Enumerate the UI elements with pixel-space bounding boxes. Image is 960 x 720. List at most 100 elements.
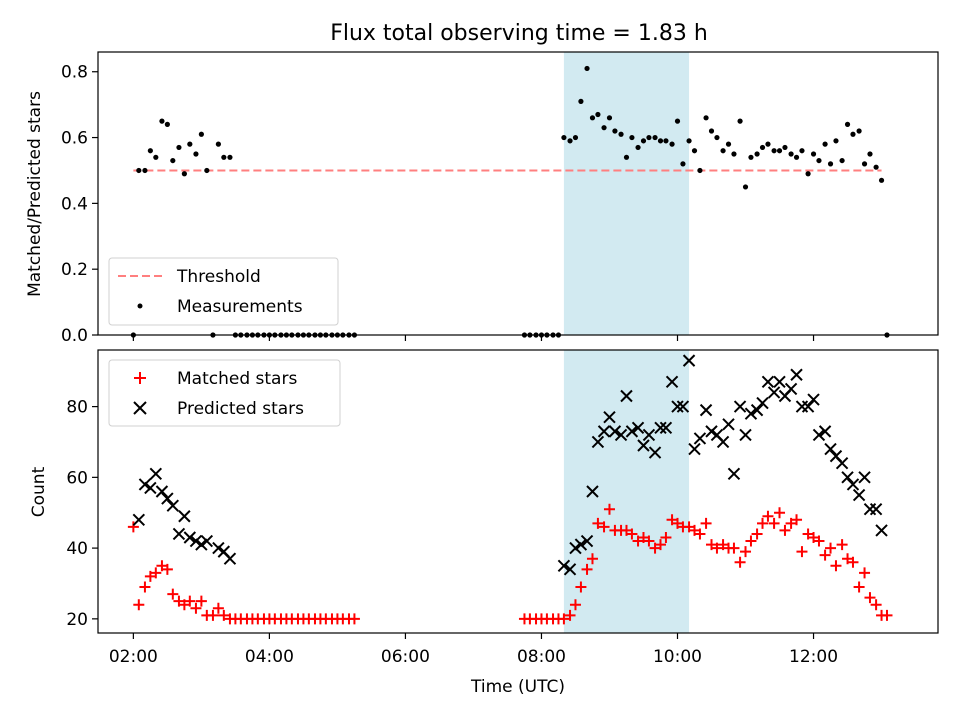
measurement-point bbox=[742, 184, 749, 190]
predicted-star-point bbox=[665, 375, 679, 389]
measurement-point bbox=[776, 148, 783, 154]
measurement-point bbox=[170, 157, 176, 164]
predicted-star-point bbox=[739, 428, 752, 442]
measurement-point bbox=[674, 118, 681, 124]
predicted-star-point bbox=[784, 382, 798, 396]
measurement-point bbox=[618, 131, 624, 137]
legend-predicted-icon bbox=[133, 401, 147, 415]
measurement-points bbox=[130, 65, 890, 338]
matched-star-point bbox=[830, 560, 842, 572]
predicted-star-point bbox=[586, 485, 599, 498]
measurement-point bbox=[589, 115, 596, 121]
matched-star-point bbox=[195, 595, 207, 607]
y-tick-label: 40 bbox=[66, 539, 88, 559]
matched-star-point bbox=[864, 592, 876, 604]
matched-star-point bbox=[127, 521, 139, 533]
matched-star-point bbox=[847, 556, 859, 568]
predicted-star-point bbox=[824, 442, 837, 456]
predicted-star-point bbox=[591, 435, 605, 449]
x-axis-label: Time (UTC) bbox=[470, 677, 565, 697]
x-tick-label: 12:00 bbox=[789, 647, 838, 667]
predicted-star-point bbox=[722, 418, 735, 431]
matched-star-point bbox=[881, 609, 893, 621]
matched-star-point bbox=[218, 609, 230, 621]
count-xaxis: 02:00 04:00 06:00 08:00 10:00 12:00 bbox=[109, 633, 838, 667]
measurement-point bbox=[561, 134, 567, 141]
predicted-star-point bbox=[795, 400, 809, 413]
predicted-star-point bbox=[625, 425, 639, 438]
count-yaxis: 20 40 60 80 bbox=[66, 398, 98, 630]
legend-threshold-label: Threshold bbox=[176, 267, 261, 287]
legend-measurements-icon bbox=[137, 303, 143, 309]
measurement-point bbox=[873, 164, 879, 170]
predicted-star-point bbox=[756, 396, 769, 410]
measurement-point bbox=[878, 177, 885, 183]
predicted-star-point bbox=[869, 502, 883, 516]
predicted-star-point bbox=[631, 421, 645, 435]
predicted-star-point bbox=[863, 502, 877, 516]
matched-star-point bbox=[558, 613, 570, 625]
ratio-ylabel: Matched/Predicted stars bbox=[25, 91, 45, 297]
measurement-point bbox=[595, 111, 601, 118]
matched-star-point bbox=[825, 542, 837, 554]
matched-star-point bbox=[575, 581, 587, 593]
measurement-point bbox=[856, 128, 862, 134]
predicted-star-point bbox=[557, 559, 571, 572]
measurement-point bbox=[181, 171, 187, 177]
matched-star-point bbox=[592, 517, 604, 529]
predicted-star-point bbox=[852, 488, 866, 502]
legend-predicted-label: Predicted stars bbox=[177, 399, 304, 419]
measurement-point bbox=[782, 144, 788, 151]
predicted-star-point bbox=[574, 538, 588, 551]
measurement-point bbox=[861, 161, 868, 167]
matched-star-point bbox=[184, 595, 196, 607]
ratio-frame bbox=[97, 51, 939, 336]
predicted-star-point bbox=[195, 538, 208, 551]
predicted-star-point bbox=[654, 421, 667, 435]
predicted-star-point bbox=[750, 403, 764, 417]
matched-star-point bbox=[700, 517, 712, 529]
measurement-point bbox=[788, 151, 794, 157]
measurement-point bbox=[765, 141, 771, 147]
measurement-point bbox=[612, 128, 618, 134]
predicted-star-point bbox=[212, 541, 225, 555]
measurement-point bbox=[164, 121, 170, 127]
predicted-star-point bbox=[161, 492, 174, 505]
predicted-star-point bbox=[183, 531, 197, 544]
measurement-point bbox=[187, 141, 193, 147]
matched-star-point bbox=[711, 542, 723, 554]
ratio-panel: 0.00.20.40.60.8 Matched/Predicted stars … bbox=[25, 51, 939, 346]
matched-star-point bbox=[768, 517, 780, 529]
measurement-point bbox=[193, 151, 199, 157]
legend-measurements-label: Measurements bbox=[177, 297, 303, 317]
predicted-star-point bbox=[727, 467, 741, 481]
count-band bbox=[563, 350, 690, 633]
measurement-point bbox=[754, 151, 760, 157]
predicted-star-point bbox=[671, 400, 684, 413]
matched-star-point bbox=[836, 539, 848, 551]
predicted-star-point bbox=[563, 563, 577, 576]
measurement-point bbox=[827, 161, 834, 167]
measurement-point bbox=[805, 171, 811, 177]
measurement-point bbox=[714, 134, 720, 141]
measurement-point bbox=[669, 141, 675, 147]
predicted-star-point bbox=[637, 439, 650, 452]
matched-star-point bbox=[779, 524, 791, 536]
predicted-star-point bbox=[812, 428, 826, 442]
measurement-point bbox=[839, 157, 845, 164]
predicted-star-point bbox=[761, 375, 775, 389]
matched-star-point bbox=[207, 609, 219, 621]
predicted-star-point bbox=[835, 456, 849, 470]
predicted-star-point bbox=[149, 467, 163, 481]
predicted-star-point bbox=[569, 541, 582, 555]
count-ylabel: Count bbox=[29, 466, 49, 517]
matched-star-point bbox=[791, 514, 803, 526]
predicted-star-point bbox=[603, 411, 616, 424]
matched-star-point bbox=[598, 521, 610, 533]
matched-star-point bbox=[762, 510, 774, 522]
measurement-point bbox=[663, 138, 669, 144]
matched-star-point bbox=[190, 602, 202, 614]
matched-star-point bbox=[654, 539, 666, 551]
predicted-star-point bbox=[744, 407, 758, 420]
predicted-star-point bbox=[733, 400, 747, 413]
